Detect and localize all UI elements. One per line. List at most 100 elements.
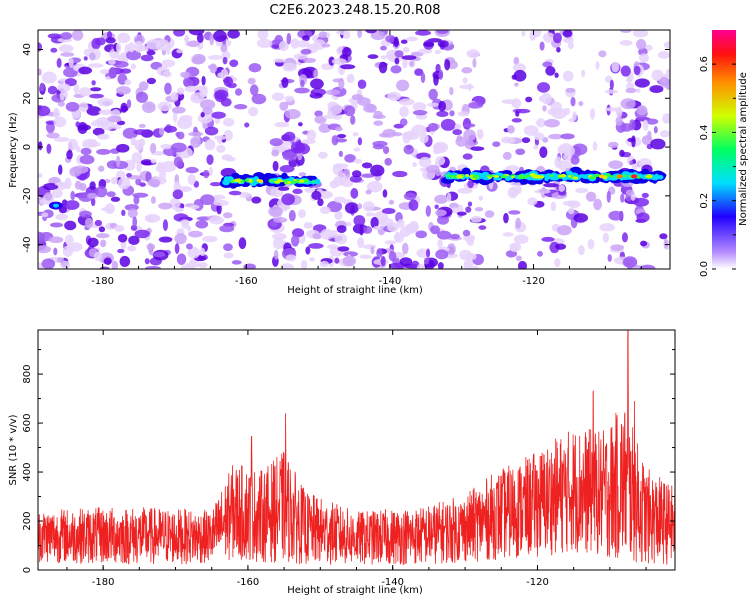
x-tick-label: -140 <box>379 276 402 287</box>
noise-blob <box>344 202 359 214</box>
noise-blob <box>244 122 250 128</box>
noise-blob <box>176 253 187 265</box>
noise-blob <box>272 160 279 172</box>
noise-blob <box>199 99 216 110</box>
noise-blob <box>467 179 474 189</box>
noise-blob <box>427 102 440 107</box>
noise-blob <box>502 232 514 237</box>
noise-blob <box>428 88 438 101</box>
noise-blob <box>139 182 146 187</box>
noise-blob <box>466 49 480 59</box>
y-tick-label: 600 <box>22 414 33 433</box>
noise-blob <box>117 54 127 61</box>
noise-blob <box>117 32 131 44</box>
noise-blob <box>272 237 284 250</box>
spectrogram-axes: -180 -160 -140 -120 -40 -20 0 20 40 <box>22 30 670 287</box>
noise-blob <box>306 129 317 141</box>
noise-blob <box>106 30 113 40</box>
colorbar-tick-label: 0.2 <box>699 193 710 209</box>
signal-blob <box>636 175 641 179</box>
snr-panel: -180 -160 -140 -120 0 200 400 600 800 Height of … <box>8 329 676 596</box>
noise-blob <box>192 53 206 65</box>
noise-blob <box>508 210 521 215</box>
noise-blob <box>49 222 64 228</box>
noise-blob <box>634 78 650 88</box>
noise-blob <box>351 170 362 178</box>
noise-blob <box>293 53 308 60</box>
noise-blob <box>138 123 146 128</box>
noise-blob <box>419 133 429 144</box>
colorbar-axis: 0.0 0.2 0.4 0.6 <box>699 56 736 277</box>
noise-blob <box>97 133 110 140</box>
noise-blob <box>515 148 526 156</box>
noise-blob <box>384 240 397 245</box>
noise-blob <box>370 164 385 177</box>
noise-blob <box>450 233 460 240</box>
noise-blob <box>57 83 71 92</box>
noise-blob <box>365 189 372 195</box>
noise-blob <box>170 91 179 101</box>
noise-blob <box>346 73 355 84</box>
noise-blob <box>38 42 43 52</box>
signal-blob <box>560 173 567 178</box>
noise-blob <box>196 33 204 44</box>
noise-blob <box>327 200 343 213</box>
noise-blob <box>200 111 205 118</box>
noise-blob <box>281 77 289 88</box>
noise-blob <box>357 203 363 210</box>
noise-blob <box>305 246 311 255</box>
noise-blob <box>378 61 388 74</box>
noise-blob <box>558 190 567 196</box>
noise-blob <box>578 101 584 107</box>
noise-blob <box>64 78 77 87</box>
noise-blob <box>608 210 624 221</box>
noise-blob <box>663 41 670 49</box>
noise-blob <box>607 141 619 149</box>
noise-blob <box>558 184 565 192</box>
noise-blob <box>180 219 190 225</box>
noise-blob <box>547 108 563 116</box>
noise-blob <box>110 196 121 202</box>
noise-blob <box>523 125 539 136</box>
noise-blob <box>606 190 611 203</box>
noise-blob <box>191 95 199 101</box>
colorbar-tick-label: 0.0 <box>699 261 710 277</box>
noise-blob <box>105 37 116 44</box>
noise-blob <box>556 47 561 53</box>
noise-blob <box>140 54 154 62</box>
noise-blob <box>641 192 649 198</box>
noise-blob <box>456 211 467 216</box>
noise-blob <box>359 224 364 236</box>
noise-blob <box>388 262 405 269</box>
noise-blob <box>399 118 408 127</box>
noise-blob <box>509 244 518 252</box>
noise-blob <box>521 30 526 37</box>
noise-blob <box>211 111 226 119</box>
noise-blob <box>319 260 329 268</box>
noise-blob <box>449 86 454 96</box>
noise-blob <box>321 43 331 48</box>
noise-blob <box>457 187 473 194</box>
noise-blob <box>539 146 548 158</box>
signal-blob <box>567 175 572 178</box>
noise-blob <box>376 248 383 258</box>
noise-blob <box>366 181 383 193</box>
noise-blob <box>392 170 408 178</box>
noise-blob <box>56 57 62 68</box>
signal-blob <box>280 179 284 183</box>
noise-blob <box>55 213 69 221</box>
noise-blob <box>408 220 419 233</box>
noise-blob <box>525 96 533 103</box>
noise-blob <box>333 163 349 169</box>
noise-blob <box>338 77 345 90</box>
noise-blob <box>296 40 310 48</box>
noise-blob <box>397 219 405 228</box>
noise-blob <box>119 255 131 268</box>
noise-blob <box>398 98 415 106</box>
signal-blob <box>472 174 480 179</box>
colorbar-tick-label: 0.4 <box>699 124 710 140</box>
noise-blob <box>370 31 386 41</box>
noise-blob <box>476 128 484 140</box>
noise-blob <box>78 87 92 97</box>
noise-blob <box>134 139 144 151</box>
